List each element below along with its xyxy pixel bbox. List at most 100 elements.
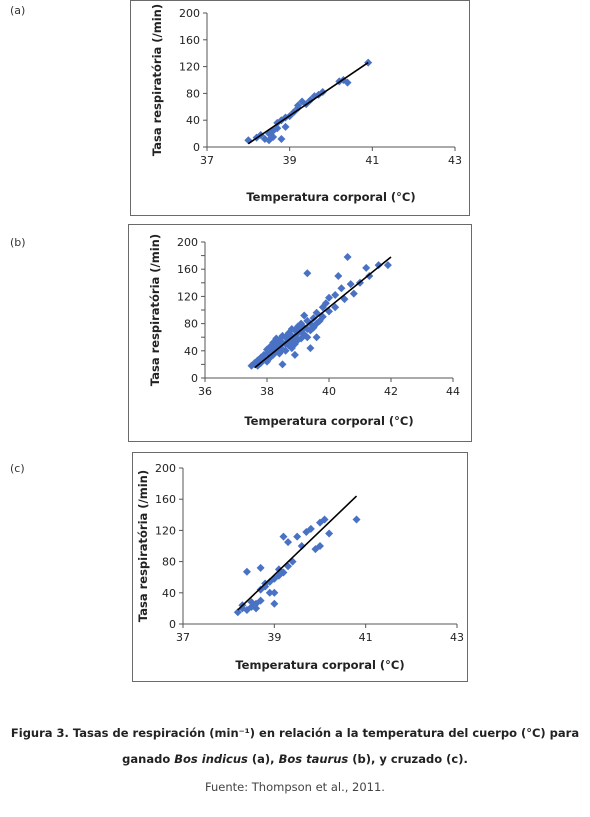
y-tick-label: 200 xyxy=(177,236,198,249)
data-point xyxy=(274,565,283,574)
data-point xyxy=(331,291,340,300)
x-tick-label: 39 xyxy=(283,154,297,167)
data-point xyxy=(316,518,324,527)
y-tick-label: 0 xyxy=(193,141,200,154)
data-point xyxy=(259,354,268,363)
data-point xyxy=(306,524,315,533)
x-axis-title: Temperatura corporal (°C) xyxy=(246,190,415,204)
data-point xyxy=(279,532,288,541)
y-tick-label: 120 xyxy=(177,290,198,303)
data-point xyxy=(362,263,371,272)
data-point xyxy=(256,563,265,572)
x-tick-label: 39 xyxy=(267,631,281,644)
y-tick-label: 200 xyxy=(179,7,200,20)
chart-panel-a: 0 40 80 120 160 200 37 39 41 43 Temperatura corpor… xyxy=(130,0,470,216)
y-tick-label: 0 xyxy=(169,618,176,631)
data-point xyxy=(288,557,297,566)
data-point xyxy=(270,599,279,608)
data-point xyxy=(318,312,327,321)
figure-source: Fuente: Thompson et al., 2011. xyxy=(0,780,590,794)
caption-text-2b: (a), xyxy=(247,752,279,766)
data-point xyxy=(300,330,309,339)
y-tick-label: 160 xyxy=(155,493,176,506)
data-point xyxy=(297,542,306,550)
data-point xyxy=(349,289,358,298)
y-axis-title: Tasa respiratória (/min) xyxy=(136,470,150,622)
data-point xyxy=(270,588,279,597)
data-point xyxy=(321,299,330,308)
y-tick-label: 40 xyxy=(184,345,198,358)
data-point xyxy=(269,132,278,141)
x-tick-label: 42 xyxy=(384,385,398,398)
x-tick-label: 41 xyxy=(359,631,373,644)
y-tick-label: 120 xyxy=(179,61,200,74)
data-point xyxy=(293,101,302,110)
data-point xyxy=(340,295,349,304)
data-point xyxy=(253,356,262,365)
panel-letter-b: (b) xyxy=(10,236,26,249)
data-point xyxy=(325,529,334,538)
data-point xyxy=(278,338,287,347)
data-point xyxy=(244,136,253,145)
y-axis-title: Tasa respiratória (/min) xyxy=(150,4,164,156)
caption-species-2: Bos taurus xyxy=(278,752,349,766)
x-tick-label: 38 xyxy=(260,385,274,398)
x-tick-label: 37 xyxy=(200,154,214,167)
data-point xyxy=(269,350,278,359)
data-point xyxy=(310,92,319,101)
data-point xyxy=(306,326,315,335)
y-tick-label: 80 xyxy=(184,318,198,331)
data-point xyxy=(325,307,333,316)
trend-line xyxy=(254,256,392,369)
data-point xyxy=(312,308,321,317)
figure-caption-line1: Figura 3. Tasas de respiración (min⁻¹) e… xyxy=(0,726,590,740)
caption-text-1: Figura 3. Tasas de respiración (min⁻¹) e… xyxy=(10,726,580,740)
data-point xyxy=(252,599,261,608)
y-tick-label: 0 xyxy=(191,372,198,385)
panel-letter-c: (c) xyxy=(10,462,25,475)
data-point xyxy=(315,316,324,325)
data-point xyxy=(294,335,302,344)
x-axis-title: Temperatura corporal (°C) xyxy=(235,658,404,672)
trend-line xyxy=(237,495,358,611)
data-point xyxy=(252,604,261,613)
data-point xyxy=(247,598,256,607)
source-text: Fuente: Thompson et al., 2011. xyxy=(205,780,385,794)
data-point xyxy=(312,333,321,342)
x-tick-label: 41 xyxy=(365,154,379,167)
x-tick-label: 40 xyxy=(322,385,336,398)
y-tick-label: 120 xyxy=(155,524,176,537)
data-point xyxy=(242,567,251,576)
data-point xyxy=(306,96,315,105)
y-tick-label: 200 xyxy=(155,462,176,475)
data-point xyxy=(265,588,274,597)
figure-caption-line2: ganado Bos indicus (a), Bos taurus (b), … xyxy=(0,752,590,766)
chart-panel-c: 0 40 80 120 160 200 37 39 41 43 Temperatura corpor… xyxy=(132,452,468,682)
data-point xyxy=(316,542,324,550)
x-tick-label: 37 xyxy=(176,631,190,644)
panel-letter-a: (a) xyxy=(10,4,26,17)
y-axis-title: Tasa respiratória (/min) xyxy=(148,234,162,386)
data-point xyxy=(263,349,271,358)
data-point xyxy=(346,280,355,289)
data-point xyxy=(278,360,287,369)
data-point xyxy=(303,269,312,278)
x-tick-label: 36 xyxy=(198,385,212,398)
data-point xyxy=(325,293,333,302)
data-point xyxy=(343,252,352,261)
data-point xyxy=(256,596,265,605)
trend-line xyxy=(247,61,369,145)
y-tick-label: 40 xyxy=(186,114,200,127)
data-point xyxy=(275,349,284,358)
caption-text-2c: (b), y cruzado (c). xyxy=(348,752,468,766)
data-point xyxy=(293,532,302,541)
data-point xyxy=(337,284,346,293)
data-point xyxy=(309,323,318,332)
data-point xyxy=(365,272,374,280)
data-point xyxy=(290,350,299,359)
data-point xyxy=(297,319,306,328)
scatter-plot-a: 0 40 80 120 160 200 37 39 41 43 Temperatura corpor… xyxy=(150,4,462,204)
scatter-plot-c: 0 40 80 120 160 200 37 39 41 43 Temperatura corpor… xyxy=(136,462,464,672)
data-point xyxy=(334,272,343,280)
data-point xyxy=(284,329,293,338)
